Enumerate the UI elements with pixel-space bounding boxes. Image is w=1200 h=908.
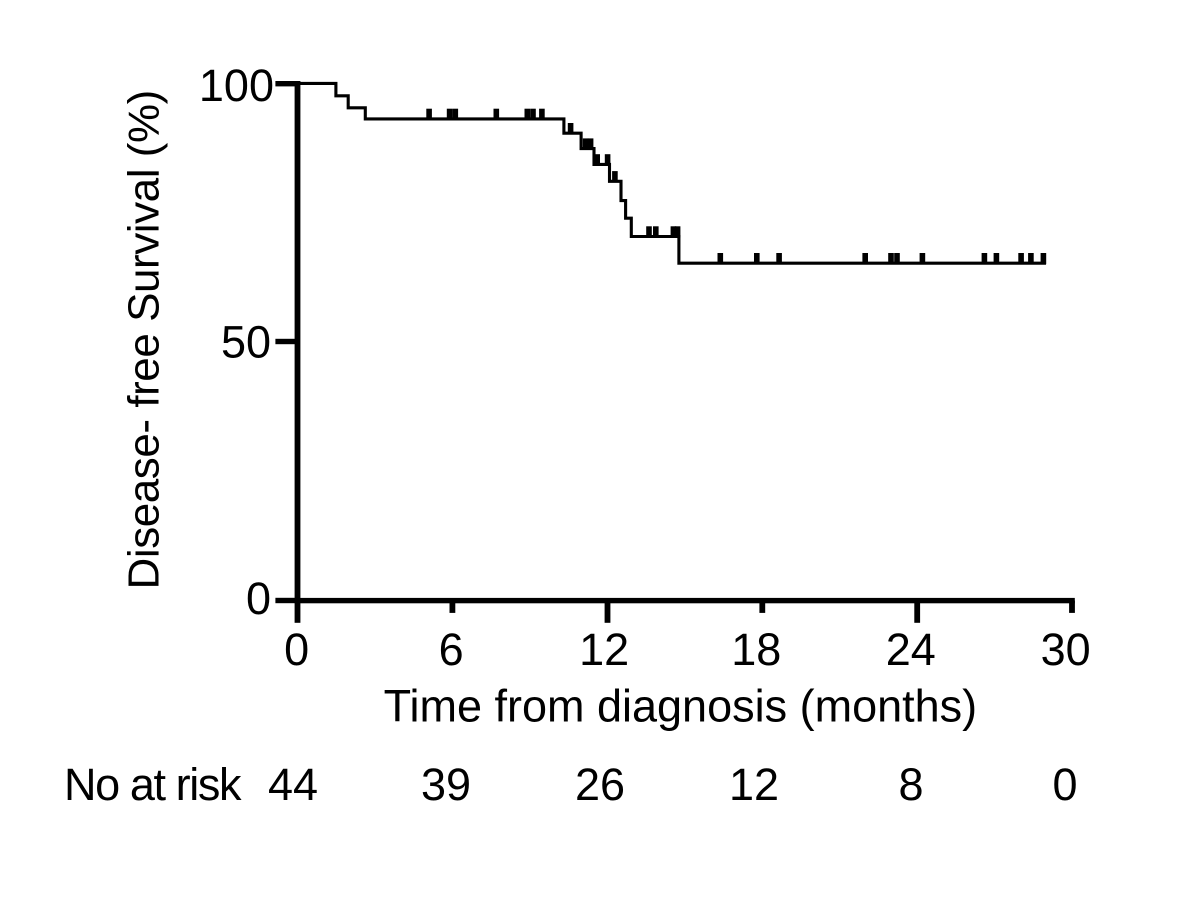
svg-text:8: 8 <box>898 759 923 810</box>
svg-text:6: 6 <box>439 624 464 675</box>
svg-text:12: 12 <box>729 759 779 810</box>
svg-text:24: 24 <box>886 624 936 675</box>
svg-text:26: 26 <box>575 759 625 810</box>
svg-text:39: 39 <box>421 759 471 810</box>
svg-text:0: 0 <box>1052 759 1077 810</box>
svg-text:0: 0 <box>284 624 309 675</box>
svg-text:12: 12 <box>579 624 629 675</box>
svg-text:30: 30 <box>1041 624 1091 675</box>
svg-text:Disease- free Survival (%): Disease- free Survival (%) <box>119 90 168 589</box>
svg-text:No at risk: No at risk <box>64 759 242 810</box>
svg-text:50: 50 <box>221 317 271 368</box>
svg-text:100: 100 <box>199 60 274 111</box>
svg-text:Time from diagnosis (months): Time from diagnosis (months) <box>384 681 978 732</box>
svg-text:18: 18 <box>731 624 781 675</box>
svg-text:0: 0 <box>246 573 271 624</box>
svg-text:44: 44 <box>268 759 318 810</box>
